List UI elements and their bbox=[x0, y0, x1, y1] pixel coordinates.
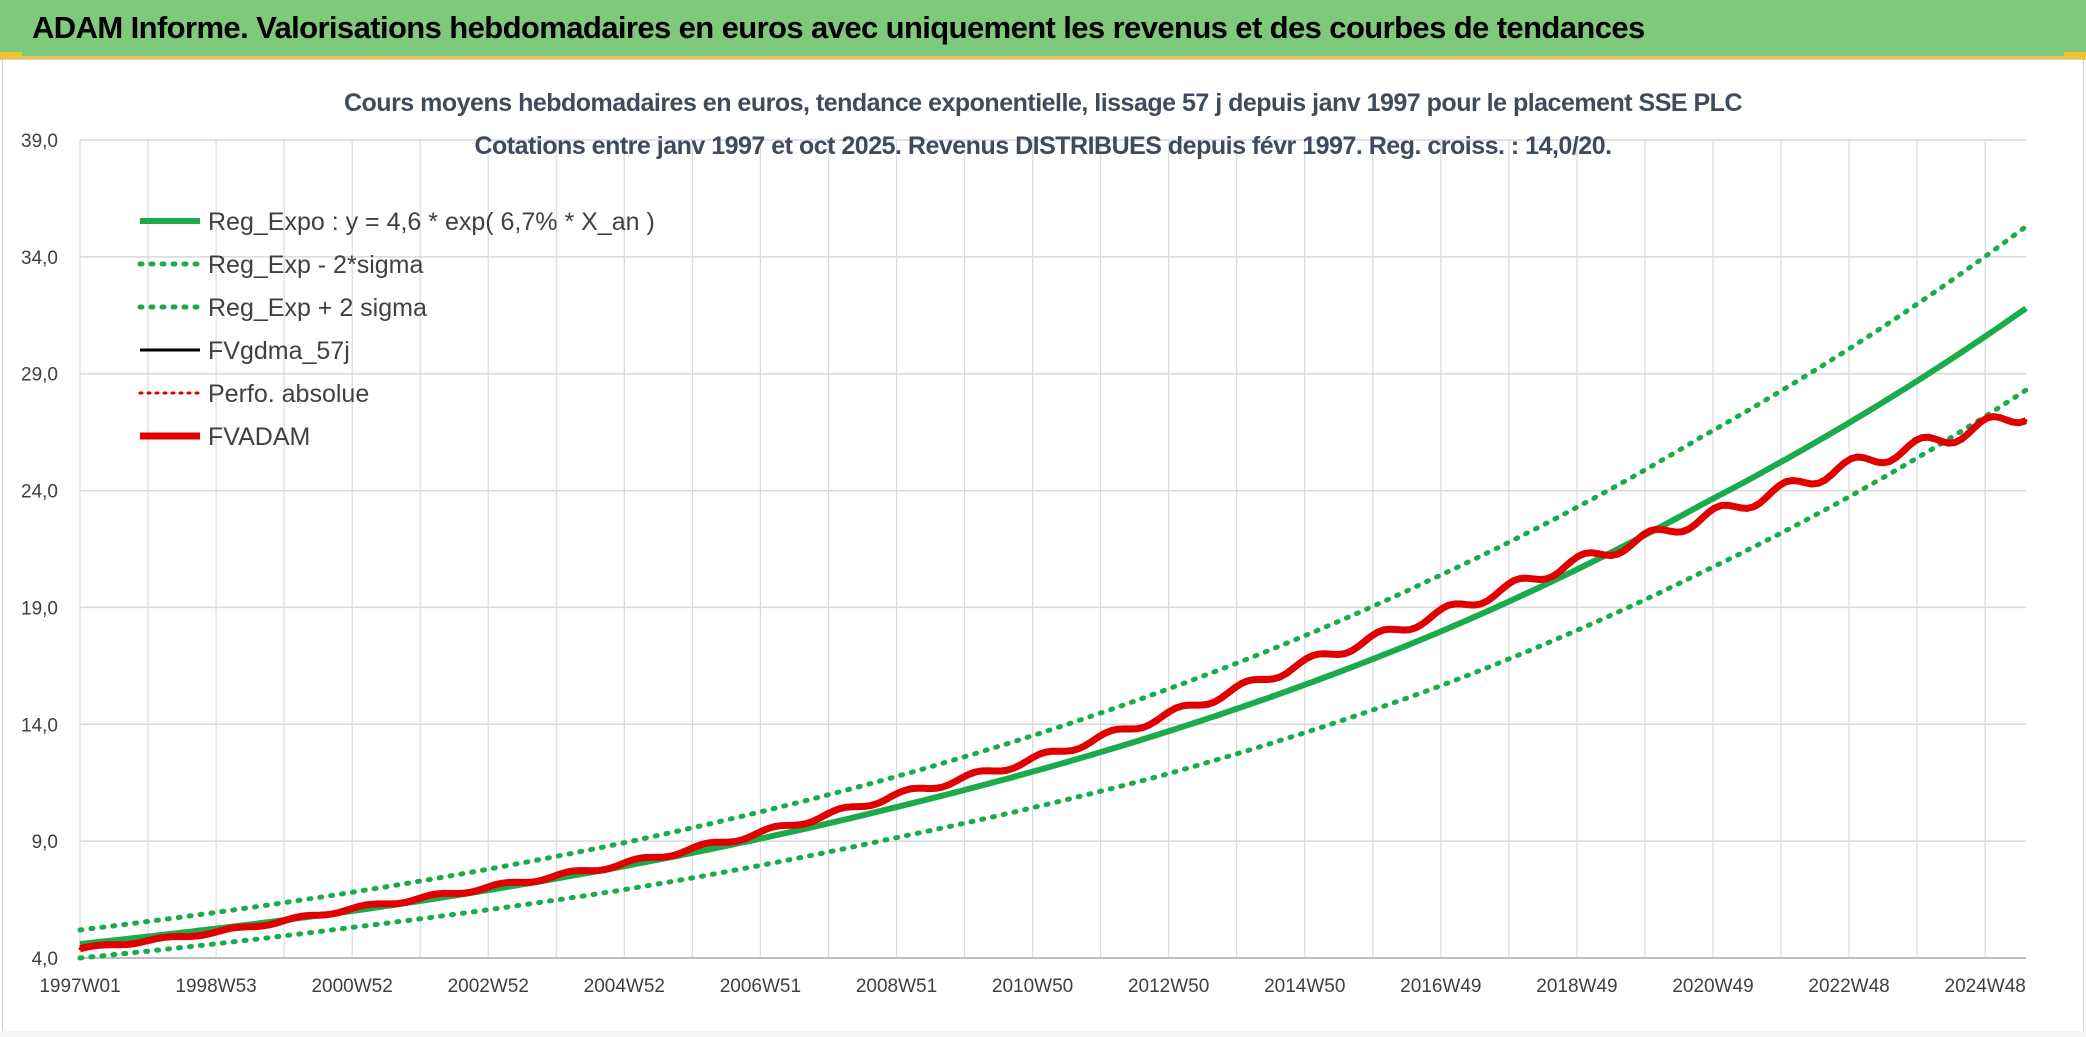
y-tick-label: 39,0 bbox=[21, 131, 58, 152]
x-tick-label: 2012W50 bbox=[1128, 976, 1209, 997]
x-tick-label: 2022W48 bbox=[1808, 976, 1889, 997]
y-tick-label: 9,0 bbox=[32, 832, 58, 853]
grid-lines bbox=[79, 139, 2026, 959]
legend-label: FVgdma_57j bbox=[208, 337, 350, 365]
legend-label: Perfo. absolue bbox=[208, 380, 369, 408]
legend-label: Reg_Exp + 2 sigma bbox=[208, 294, 427, 322]
x-tick-label: 2008W51 bbox=[856, 976, 937, 997]
x-tick-label: 1997W01 bbox=[39, 976, 120, 997]
legend: Reg_Expo : y = 4,6 * exp( 6,7% * X_an ) R… bbox=[137, 208, 655, 451]
x-tick-label: 2016W49 bbox=[1400, 976, 1481, 997]
x-tick-label: 2004W52 bbox=[584, 976, 665, 997]
bottom-bar bbox=[0, 1031, 2086, 1037]
header-banner: ADAM Informe. Valorisations hebdomadaire… bbox=[0, 0, 2086, 59]
y-tick-label: 34,0 bbox=[21, 248, 58, 269]
x-axis-ticks: 1997W01 1998W53 2000W52 2002W52 2004W52 2006W… bbox=[39, 976, 2026, 997]
x-tick-label: 2018W49 bbox=[1536, 976, 1617, 997]
y-tick-label: 29,0 bbox=[21, 365, 58, 386]
x-tick-label: 2014W50 bbox=[1264, 976, 1345, 997]
series-line-0 bbox=[79, 305, 2028, 947]
legend-label: Reg_Exp - 2*sigma bbox=[208, 251, 423, 279]
x-tick-label: 2020W49 bbox=[1672, 976, 1753, 997]
y-tick-label: 4,0 bbox=[32, 949, 58, 970]
series-line-4 bbox=[78, 415, 2028, 951]
x-tick-label: 2002W52 bbox=[448, 976, 529, 997]
x-tick-label: 2000W52 bbox=[311, 976, 392, 997]
page-title: ADAM Informe. Valorisations hebdomadaire… bbox=[32, 10, 1645, 45]
x-tick-label: 2006W51 bbox=[720, 976, 801, 997]
y-tick-label: 24,0 bbox=[21, 482, 58, 503]
series-line-1 bbox=[77, 387, 2029, 961]
series-line-2 bbox=[77, 224, 2029, 933]
y-tick-label: 14,0 bbox=[21, 715, 58, 736]
y-axis-ticks: 4,0 9,0 14,0 19,0 24,0 29,0 34,0 39,0 bbox=[21, 131, 58, 970]
y-tick-label: 19,0 bbox=[21, 598, 58, 619]
x-tick-label: 2024W48 bbox=[1945, 976, 2026, 997]
series-lines bbox=[77, 224, 2029, 961]
corner-mark-right bbox=[2064, 52, 2086, 60]
series-line-5 bbox=[79, 413, 2028, 953]
legend-label: FVADAM bbox=[208, 423, 310, 451]
legend-label: Reg_Expo : y = 4,6 * exp( 6,7% * X_an ) bbox=[208, 208, 655, 236]
chart-subtitle: Cotations entre janv 1997 et oct 2025. R… bbox=[474, 132, 1611, 160]
series-line-3 bbox=[79, 415, 2027, 951]
x-tick-label: 1998W53 bbox=[175, 976, 256, 997]
x-tick-label: 2010W50 bbox=[992, 976, 1073, 997]
corner-mark-left bbox=[0, 52, 22, 60]
chart-title: Cours moyens hebdomadaires en euros, ten… bbox=[344, 89, 1742, 117]
chart-frame bbox=[2, 59, 2084, 1033]
